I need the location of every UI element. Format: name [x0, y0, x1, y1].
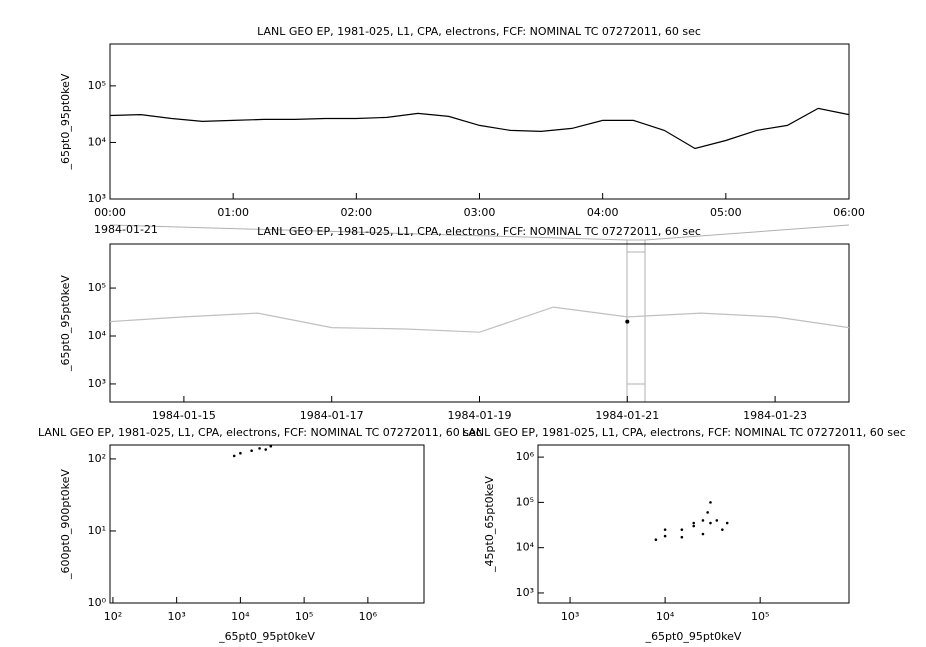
data-point: [715, 519, 719, 522]
data-point: [258, 447, 261, 450]
y-tick-label: 10⁵: [88, 79, 106, 92]
y-axis-label: _45pt0_65pt0keV: [483, 476, 496, 573]
data-point: [250, 449, 253, 453]
plot-frame: [109, 444, 425, 604]
chart-title: LANL GEO EP, 1981-025, L1, CPA, electron…: [257, 25, 701, 38]
chart-title: LANL GEO EP, 1981-025, L1, CPA, electron…: [462, 426, 906, 439]
chart-title: LANL GEO EP, 1981-025, L1, CPA, electron…: [38, 426, 482, 439]
x-tick-label: 06:00: [833, 206, 865, 219]
x-tick-label: 1984-01-19: [448, 409, 512, 422]
x-tick-label: 1984-01-15: [152, 409, 216, 422]
x-axis-label: _65pt0_95pt0keV: [218, 630, 315, 643]
x-tick-label: 10²: [104, 610, 122, 623]
data-point: [706, 511, 709, 514]
data-point: [625, 319, 630, 324]
y-tick-label: 10³: [88, 192, 106, 205]
data-point: [663, 528, 667, 531]
x-tick-label: 1984-01-23: [743, 409, 807, 422]
date-annotation: 1984-01-21: [94, 223, 158, 236]
data-point: [725, 521, 729, 525]
data-point: [654, 538, 658, 541]
x-tick-label: 10⁴: [231, 610, 250, 623]
x-tick-label: 02:00: [340, 206, 372, 219]
data-point: [680, 535, 684, 539]
data-point: [269, 444, 273, 448]
x-tick-label: 00:00: [94, 206, 126, 219]
data-point: [709, 521, 712, 525]
x-tick-label: 10⁶: [359, 610, 378, 623]
data-line: [109, 107, 850, 150]
y-tick-label: 10⁴: [88, 135, 107, 148]
x-tick-label: 01:00: [217, 206, 249, 219]
data-point: [709, 501, 712, 504]
data-point: [239, 451, 242, 455]
x-tick-label: 10³: [561, 610, 579, 623]
data-point: [701, 519, 705, 522]
y-tick-label: 10³: [88, 377, 106, 390]
data-point: [663, 534, 667, 538]
data-point: [721, 528, 724, 531]
x-tick-label: 10⁵: [751, 610, 769, 623]
y-tick-label: 10⁴: [516, 541, 535, 554]
y-axis-label: _600pt0_900pt0keV: [59, 469, 72, 580]
x-tick-label: 04:00: [587, 206, 619, 219]
y-tick-label: 10⁵: [516, 495, 534, 508]
data-point: [692, 521, 696, 525]
y-tick-label: 10²: [88, 452, 106, 465]
x-tick-label: 1984-01-17: [300, 409, 364, 422]
data-point: [701, 532, 705, 536]
x-tick-label: 1984-01-21: [595, 409, 659, 422]
y-axis-label: _65pt0_95pt0keV: [59, 275, 72, 372]
x-tick-label: 05:00: [710, 206, 742, 219]
plot-frame: [537, 444, 850, 604]
y-tick-label: 10⁵: [88, 281, 106, 294]
data-point: [680, 528, 684, 531]
x-tick-label: 03:00: [464, 206, 496, 219]
chart-title: LANL GEO EP, 1981-025, L1, CPA, electron…: [257, 225, 701, 238]
data-point: [692, 524, 696, 528]
data-point: [264, 448, 268, 451]
x-tick-label: 10⁵: [295, 610, 313, 623]
y-tick-label: 10¹: [88, 524, 106, 537]
y-tick-label: 10⁶: [516, 450, 535, 463]
data-line: [109, 306, 850, 333]
x-axis-label: _65pt0_95pt0keV: [645, 630, 742, 643]
y-axis-label: _65pt0_95pt0keV: [59, 73, 72, 170]
x-tick-label: 10³: [167, 610, 185, 623]
y-tick-label: 10⁴: [88, 329, 107, 342]
y-tick-label: 10³: [516, 586, 534, 599]
data-point: [232, 454, 236, 458]
x-tick-label: 10⁴: [656, 610, 675, 623]
y-tick-label: 10⁰: [88, 596, 107, 609]
